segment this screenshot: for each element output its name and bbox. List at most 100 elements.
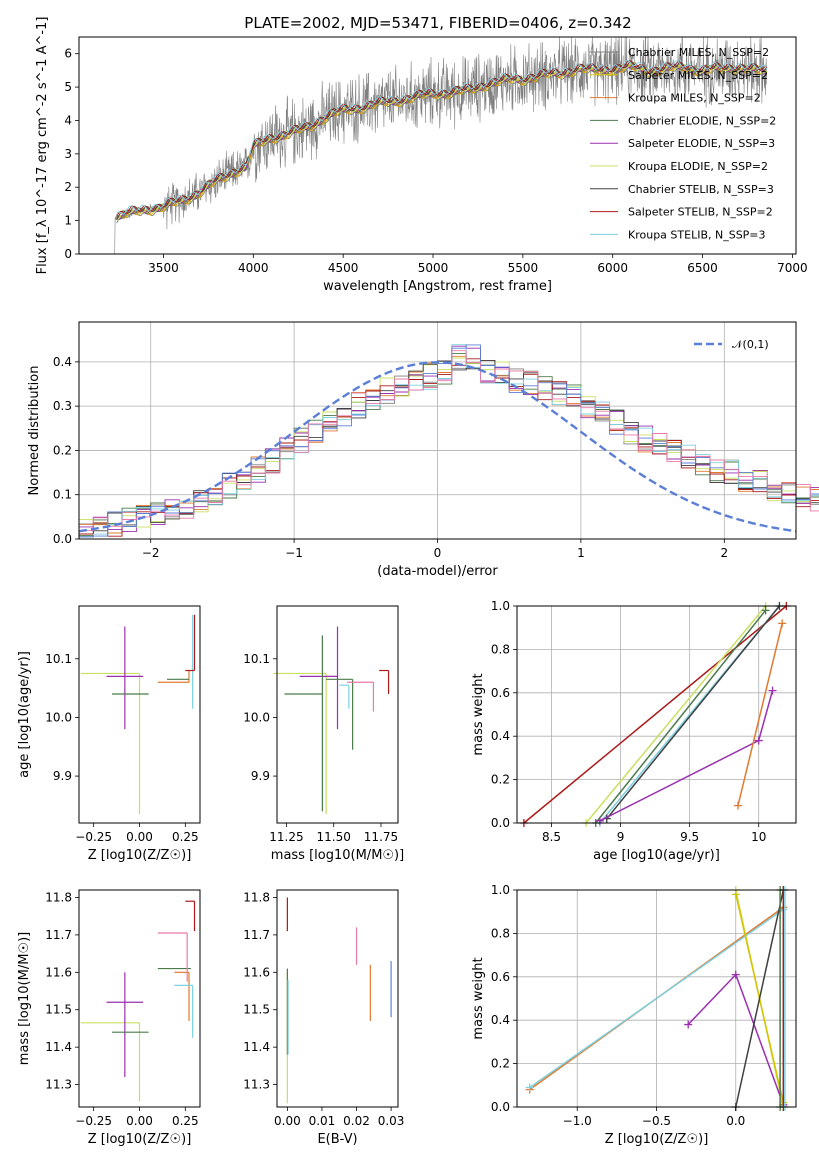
x-tick-label: 0.01 — [309, 1114, 336, 1128]
age-vs-mass-panel: 11.25 11.50 11.75 9.9 10.0 10.1 mass [log10(M/… — [243, 605, 404, 863]
x-axis-label: Z [log10(Z/Z☉)] — [605, 1132, 709, 1147]
y-tick-label: 0.4 — [491, 729, 510, 743]
mass-vs-ebv-panel: 0.00 0.01 0.02 0.03 11.3 11.4 11.5 11.6 11.7 11.8… — [243, 889, 405, 1147]
y-tick-label: 11.4 — [45, 1040, 72, 1054]
legend-entry: Kroupa MILES, N_SSP=2 — [628, 92, 761, 105]
y-tick-label: 11.6 — [243, 965, 270, 979]
x-tick-label: −0.5 — [642, 1114, 671, 1128]
y-tick-label: 10.1 — [45, 652, 72, 666]
axes-frame — [276, 889, 399, 1108]
y-tick-label: 11.8 — [45, 890, 72, 904]
series-line — [735, 889, 785, 1108]
legend-entry: Kroupa ELODIE, N_SSP=2 — [628, 160, 768, 173]
y-tick-label: 1.0 — [491, 883, 510, 897]
axes-frame — [516, 605, 797, 824]
observed-spectrum-line — [109, 36, 768, 255]
data-point-marker — [754, 736, 763, 745]
x-tick-label: 0 — [434, 546, 442, 560]
histogram-step — [78, 344, 819, 539]
y-axis-label: mass weight — [471, 957, 486, 1039]
y-tick-label: 11.6 — [45, 965, 72, 979]
data-point-marker — [731, 970, 740, 979]
mass-vs-metallicity-panel: −0.25 0.00 0.25 11.3 11.4 11.5 11.6 11.7 11.8 Z [… — [17, 889, 201, 1147]
y-axis-label: Flux [f_λ 10^-17 erg cm^-2 s^-1 A^-1] — [35, 17, 50, 275]
y-tick-label: 0.6 — [491, 970, 510, 984]
x-tick-label: 7000 — [777, 261, 808, 275]
axes-frame — [276, 605, 399, 824]
x-axis-label: Z [log10(Z/Z☉)] — [88, 1132, 192, 1147]
x-tick-label: 0.25 — [172, 830, 199, 844]
y-tick-label: 0.2 — [491, 773, 510, 787]
data-point-marker — [525, 1083, 534, 1092]
x-tick-label: 0.00 — [126, 1114, 153, 1128]
y-tick-label: 0.1 — [53, 488, 72, 502]
histogram-step — [78, 353, 819, 539]
data-point-marker — [761, 606, 770, 615]
x-tick-label: 0.25 — [172, 1114, 199, 1128]
histogram-step — [78, 358, 819, 539]
axes-frame — [78, 36, 797, 255]
y-tick-label: 10.0 — [243, 710, 270, 724]
x-axis-label: Z [log10(Z/Z☉)] — [88, 848, 192, 863]
model-spectrum-line — [116, 61, 768, 221]
series-line — [606, 605, 780, 820]
legend-entry: 𝒩(0,1) — [732, 338, 769, 351]
legend-entry: Kroupa STELIB, N_SSP=3 — [628, 228, 766, 241]
series-line — [595, 609, 767, 824]
data-point-marker — [733, 801, 742, 810]
data-point-marker — [684, 1020, 693, 1029]
y-tick-label: 0.4 — [53, 355, 72, 369]
data-point-marker — [731, 890, 740, 899]
figure-title: PLATE=2002, MJD=53471, FIBERID=0406, z=0… — [244, 14, 631, 32]
y-tick-label: 11.3 — [243, 1078, 270, 1092]
y-tick-label: 0.4 — [491, 1013, 510, 1027]
y-tick-label: 0.0 — [491, 1100, 510, 1114]
legend-entry: Salpeter MILES, N_SSP=2 — [628, 69, 768, 82]
histogram-step — [78, 350, 819, 539]
y-tick-label: 0 — [64, 247, 72, 261]
x-tick-label: 0.03 — [378, 1114, 405, 1128]
series-line — [585, 605, 767, 824]
y-tick-label: 3 — [64, 147, 72, 161]
y-tick-label: 10.1 — [243, 652, 270, 666]
model-spectrum-line — [116, 59, 768, 215]
x-tick-label: −2 — [142, 546, 160, 560]
y-tick-label: 11.5 — [45, 1003, 72, 1017]
y-tick-label: 0.0 — [53, 532, 72, 546]
x-tick-label: 0.0 — [726, 1114, 745, 1128]
series-line — [737, 623, 783, 806]
y-tick-label: 1.0 — [491, 599, 510, 613]
legend-entry: Chabrier STELIB, N_SSP=3 — [628, 183, 774, 196]
y-tick-label: 9.9 — [251, 769, 270, 783]
x-axis-label: mass [log10(M/M☉)] — [271, 848, 404, 863]
x-tick-label: 6000 — [597, 261, 628, 275]
y-tick-label: 2 — [64, 180, 72, 194]
x-tick-label: −1 — [285, 546, 303, 560]
age-vs-metallicity-panel: −0.25 0.00 0.25 9.9 10.0 10.1 Z [log10(Z/Z☉)] a… — [17, 605, 201, 863]
y-tick-label: 0.2 — [53, 443, 72, 457]
y-tick-label: 0.8 — [491, 642, 510, 656]
y-tick-label: 9.9 — [53, 769, 72, 783]
normal-curve — [78, 361, 797, 533]
y-tick-label: 11.7 — [45, 928, 72, 942]
x-tick-label: 4500 — [328, 261, 359, 275]
x-tick-label: 11.75 — [364, 830, 398, 844]
x-axis-label: E(B-V) — [317, 1132, 357, 1147]
data-point-marker — [778, 619, 787, 628]
histogram-step — [78, 357, 819, 539]
y-tick-label: 11.8 — [243, 890, 270, 904]
spectrum-panel: 3500 4000 4500 5000 5500 6000 6500 7000 0 1 2 3 4 5 6 w… — [35, 17, 808, 294]
x-tick-label: 4000 — [238, 261, 269, 275]
x-tick-label: 11.25 — [269, 830, 303, 844]
y-axis-label: Normed distribution — [27, 366, 42, 496]
legend-entry: Chabrier ELODIE, N_SSP=2 — [628, 114, 776, 127]
x-tick-label: −1.0 — [563, 1114, 592, 1128]
y-tick-label: 11.5 — [243, 1003, 270, 1017]
series-line — [529, 908, 784, 1089]
x-tick-label: 8.5 — [542, 830, 561, 844]
y-tick-label: 5 — [64, 80, 72, 94]
y-tick-label: 11.4 — [243, 1040, 270, 1054]
y-tick-label: 0.2 — [491, 1057, 510, 1071]
x-tick-label: 0.00 — [274, 1114, 301, 1128]
x-axis-label: (data-model)/error — [377, 564, 498, 579]
